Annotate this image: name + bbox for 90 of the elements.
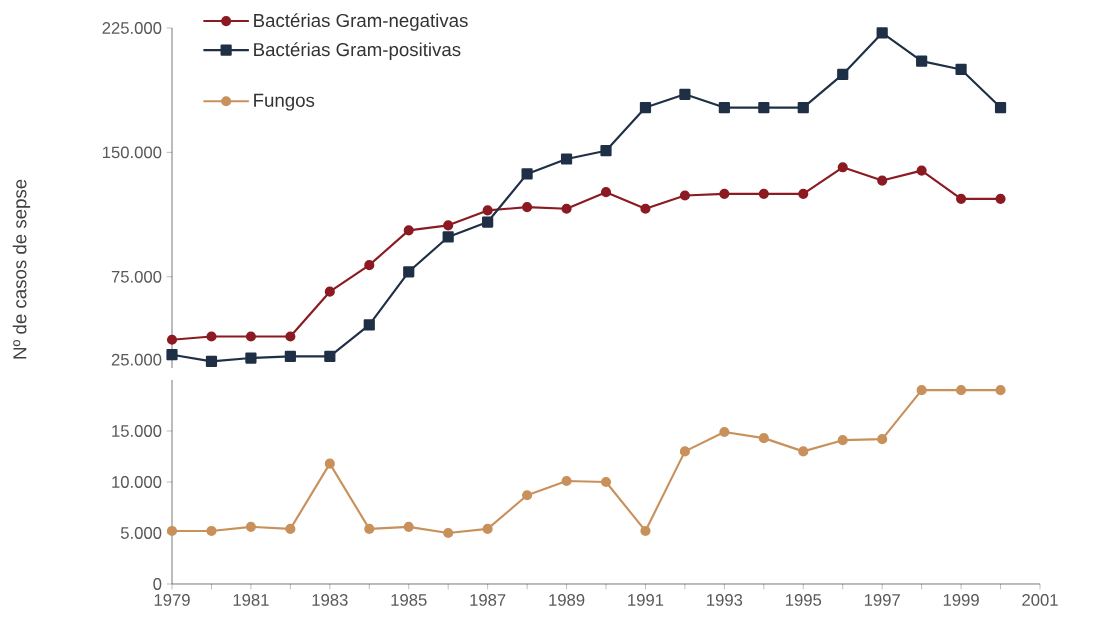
- point: [561, 475, 572, 487]
- point: [482, 205, 493, 216]
- point: [600, 187, 612, 198]
- point: [758, 101, 770, 114]
- point: [205, 355, 218, 367]
- point: [798, 446, 809, 457]
- point: [482, 216, 494, 228]
- point: [719, 426, 730, 438]
- point: [482, 523, 493, 534]
- y-axis-title: Nº de casos de sepse: [12, 179, 31, 359]
- y-tick-label: 15.000: [112, 425, 162, 437]
- point: [403, 225, 414, 236]
- point: [324, 350, 336, 362]
- point: [206, 331, 217, 342]
- x-tick-label: 1987: [470, 594, 506, 606]
- point: [679, 190, 690, 201]
- legend-label: Bactérias Gram-negativas: [254, 13, 468, 31]
- point: [364, 260, 375, 271]
- point: [916, 165, 927, 176]
- point: [719, 188, 730, 199]
- point: [521, 168, 533, 180]
- point: [324, 458, 335, 469]
- point: [522, 202, 533, 213]
- legend-label: Bactérias Gram-positivas: [254, 42, 461, 60]
- point: [956, 193, 967, 204]
- point: [285, 331, 296, 342]
- point: [679, 88, 691, 100]
- point: [877, 434, 888, 445]
- y-tick-label: 225.000: [102, 22, 162, 34]
- point: [837, 435, 848, 446]
- point: [166, 349, 178, 361]
- x-tick-label: 1989: [549, 594, 585, 606]
- y-tick-label: 75.000: [111, 270, 162, 283]
- point: [285, 523, 296, 534]
- y-tick-label: 25.000: [111, 353, 162, 366]
- x-tick-label: 1985: [391, 594, 427, 606]
- point: [640, 203, 651, 214]
- point: [324, 286, 335, 297]
- x-tick-label: 1991: [628, 594, 664, 606]
- point: [758, 433, 769, 444]
- x-tick-label: 1997: [864, 594, 900, 606]
- y-tick-label: 0: [153, 578, 162, 590]
- x-tick-label: 1999: [943, 594, 979, 606]
- point: [837, 68, 849, 81]
- y-tick-label: 10.000: [112, 476, 162, 488]
- point: [995, 193, 1006, 204]
- point: [876, 27, 888, 39]
- x-tick-label: 2001: [1022, 594, 1058, 606]
- point: [877, 175, 888, 186]
- point: [206, 525, 217, 537]
- x-tick-label: 1979: [154, 594, 190, 606]
- point: [600, 476, 612, 488]
- legend-label: Fungos: [254, 93, 315, 111]
- x-tick-label: 1995: [786, 594, 822, 606]
- point: [364, 523, 375, 534]
- point: [797, 101, 809, 114]
- point: [718, 101, 730, 114]
- point: [916, 55, 928, 67]
- point: [679, 446, 690, 457]
- point: [166, 334, 178, 345]
- y-tick-label: 5.000: [120, 527, 162, 539]
- point: [560, 153, 573, 165]
- point: [363, 319, 375, 331]
- x-tick-label: 1981: [233, 594, 269, 606]
- point: [640, 525, 651, 537]
- point: [837, 162, 848, 173]
- point: [522, 490, 533, 501]
- point: [443, 527, 454, 539]
- point: [798, 188, 809, 199]
- point: [955, 63, 967, 76]
- point: [639, 101, 652, 114]
- point: [403, 521, 414, 532]
- point: [245, 331, 256, 342]
- point: [956, 385, 967, 396]
- point: [442, 231, 454, 243]
- point: [995, 385, 1006, 396]
- point: [758, 188, 769, 199]
- x-tick-label: 1983: [312, 594, 348, 606]
- point: [561, 203, 572, 214]
- x-tick-label: 1993: [707, 594, 743, 606]
- point: [166, 525, 178, 537]
- point: [284, 350, 296, 362]
- point: [916, 385, 927, 396]
- point: [245, 521, 256, 532]
- point: [600, 145, 612, 157]
- point: [994, 101, 1007, 114]
- point: [443, 220, 454, 231]
- point: [245, 352, 257, 364]
- point: [403, 266, 415, 278]
- y-tick-label: 150.000: [103, 146, 162, 159]
